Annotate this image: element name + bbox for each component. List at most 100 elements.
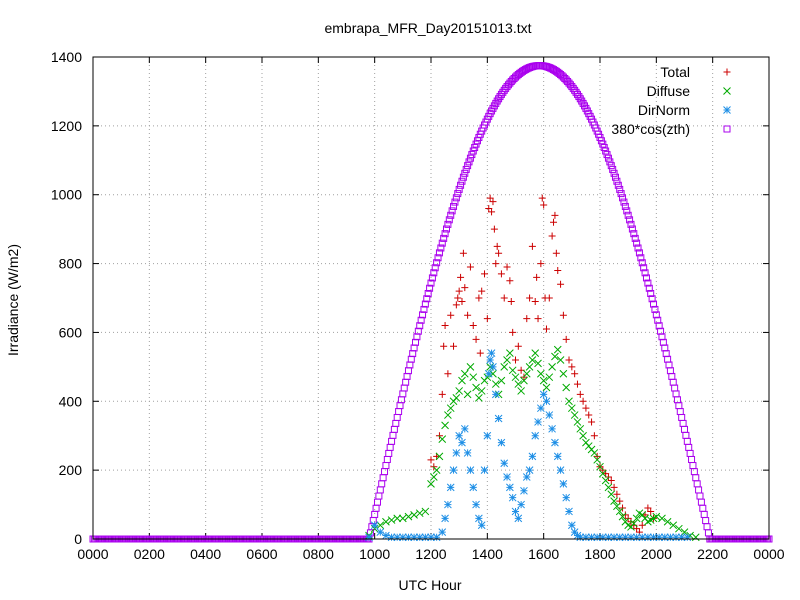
- data-point: [538, 194, 546, 202]
- data-point: [404, 533, 413, 542]
- data-point: [647, 507, 655, 515]
- data-point: [562, 383, 571, 392]
- data-point: [454, 190, 462, 198]
- data-point: [610, 169, 618, 177]
- data-point: [545, 373, 554, 382]
- x-axis-ticks: 0000 0200 0400 0600 0800 1000 1200 1400 1600 1800…: [77, 57, 785, 562]
- data-point: [540, 201, 548, 209]
- data-point: [596, 462, 604, 471]
- data-point: [638, 533, 647, 542]
- data-point: [579, 397, 587, 405]
- data-point: [444, 500, 452, 509]
- data-point: [488, 208, 496, 216]
- data-point: [671, 384, 679, 392]
- data-point: [503, 473, 511, 481]
- data-point: [512, 356, 519, 364]
- data-point: [441, 514, 449, 523]
- data-point: [593, 533, 602, 542]
- data-point: [614, 181, 622, 189]
- data-point: [668, 372, 676, 380]
- x-tick-label: 1000: [359, 546, 390, 562]
- data-point: [438, 390, 446, 398]
- data-point: [387, 533, 396, 542]
- data-point: [587, 533, 596, 542]
- data-point: [573, 418, 582, 426]
- data-point: [404, 512, 413, 521]
- data-point: [576, 533, 585, 542]
- data-point: [415, 533, 424, 542]
- data-point: [534, 418, 542, 426]
- data-point: [703, 523, 711, 531]
- data-point: [697, 498, 705, 506]
- data-point: [681, 425, 688, 433]
- data-point: [503, 263, 511, 271]
- y-tick-label: 1200: [51, 118, 82, 134]
- data-point: [441, 421, 449, 430]
- x-tick-label: 0200: [134, 546, 165, 562]
- data-point: [383, 455, 391, 463]
- data-point: [506, 483, 514, 492]
- data-point: [630, 230, 638, 238]
- data-point: [476, 349, 484, 357]
- data-point: [440, 342, 448, 350]
- data-point: [603, 151, 611, 159]
- data-point: [475, 393, 483, 402]
- data-point: [427, 456, 435, 464]
- data-point: [517, 500, 525, 509]
- data-point: [445, 216, 453, 224]
- data-point: [489, 363, 497, 371]
- data-point: [508, 366, 517, 375]
- data-point: [395, 408, 403, 416]
- data-point: [613, 490, 621, 498]
- data-point: [562, 493, 571, 502]
- data-point: [576, 424, 585, 433]
- data-point: [632, 533, 641, 542]
- data-point: [522, 369, 531, 378]
- data-point: [376, 528, 385, 536]
- data-point: [649, 533, 658, 542]
- data-point: [461, 284, 469, 292]
- data-point: [444, 411, 452, 419]
- data-point: [651, 305, 659, 313]
- data-point: [688, 455, 696, 463]
- data-point: [372, 504, 380, 512]
- data-point: [382, 462, 390, 470]
- data-point: [442, 225, 450, 233]
- data-point: [658, 514, 666, 523]
- data-point: [455, 185, 463, 193]
- data-point: [695, 486, 703, 494]
- data-point: [458, 177, 466, 185]
- data-point: [565, 507, 573, 516]
- data-point: [500, 363, 509, 371]
- y-tick-label: 1400: [51, 49, 82, 65]
- data-point: [626, 216, 634, 224]
- legend-label: DirNorm: [638, 102, 690, 118]
- data-point: [536, 404, 545, 413]
- y-tick-label: 0: [74, 531, 82, 547]
- data-point: [428, 274, 436, 282]
- data-point: [652, 311, 660, 319]
- data-point: [396, 402, 404, 410]
- data-point: [669, 521, 678, 530]
- data-point: [559, 311, 567, 319]
- data-point: [365, 533, 373, 542]
- data-point: [609, 165, 617, 173]
- data-point: [590, 449, 599, 457]
- data-point: [452, 393, 461, 402]
- data-point: [623, 207, 631, 215]
- data-point: [459, 249, 467, 257]
- data-point: [491, 390, 500, 399]
- data-point: [632, 514, 641, 523]
- data-point: [539, 376, 548, 385]
- data-point: [447, 211, 455, 219]
- data-point: [435, 249, 443, 257]
- data-point: [635, 249, 643, 257]
- data-point: [410, 344, 418, 352]
- legend-marker: [723, 106, 731, 114]
- series-2: [365, 349, 692, 542]
- data-point: [537, 260, 545, 268]
- data-point: [475, 514, 483, 523]
- data-point: [514, 514, 523, 523]
- data-point: [683, 533, 692, 542]
- data-point: [536, 369, 545, 378]
